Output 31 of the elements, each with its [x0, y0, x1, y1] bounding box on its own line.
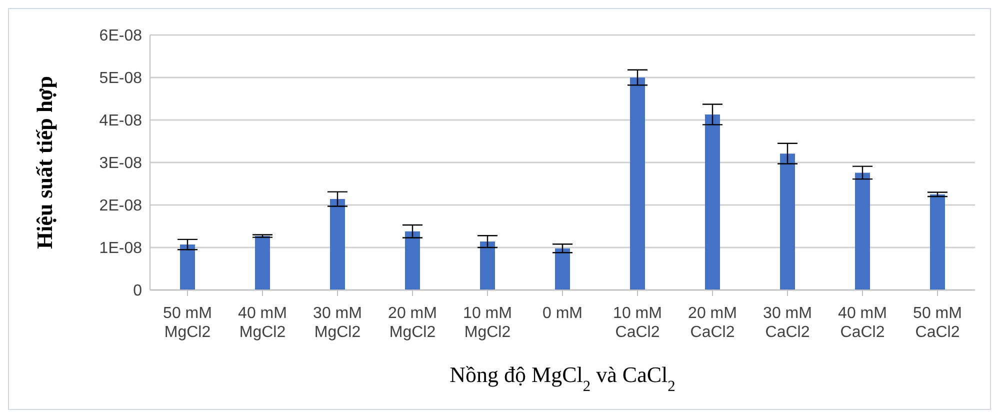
x-tick-label: 10 mM CaCl2 [613, 305, 662, 341]
bar [555, 248, 570, 290]
y-tick-label: 1E-08 [99, 240, 142, 258]
x-tick-label: 0 mM [542, 305, 582, 322]
y-tick-label: 3E-08 [99, 155, 142, 172]
bar [255, 236, 270, 290]
y-tick-label: 0 [133, 282, 142, 300]
bar [630, 78, 645, 290]
x-tick-label: 40 mM CaCl2 [838, 305, 887, 341]
x-tick-label: 40 mM MgCl2 [238, 305, 287, 341]
bar [405, 231, 420, 290]
x-tick-label: 10 mM MgCl2 [463, 305, 512, 341]
y-tick-label: 4E-08 [99, 112, 142, 130]
bar [930, 194, 945, 290]
bar [705, 114, 720, 290]
bar [480, 242, 495, 290]
bar [180, 244, 195, 290]
y-tick-label: 6E-08 [99, 28, 142, 45]
x-tick-label: 20 mM MgCl2 [388, 305, 437, 341]
y-axis-title: Hiệu suất tiếp hợp [32, 76, 57, 249]
x-tick-label: 50 mM MgCl2 [163, 305, 212, 341]
bar [855, 172, 870, 290]
y-tick-label: 5E-08 [99, 70, 142, 88]
x-axis-title: Nồng độ MgCl$_{2}$ và CaCl$_{2}$ [450, 362, 676, 394]
x-tick-label: 30 mM MgCl2 [313, 305, 362, 341]
x-tick-label: 50 mM CaCl2 [913, 305, 962, 341]
bar [330, 199, 345, 290]
bar [780, 154, 795, 290]
x-tick-label: 30 mM CaCl2 [763, 305, 812, 341]
x-tick-label: 20 mM CaCl2 [688, 305, 737, 341]
y-tick-label: 2E-08 [99, 198, 142, 215]
